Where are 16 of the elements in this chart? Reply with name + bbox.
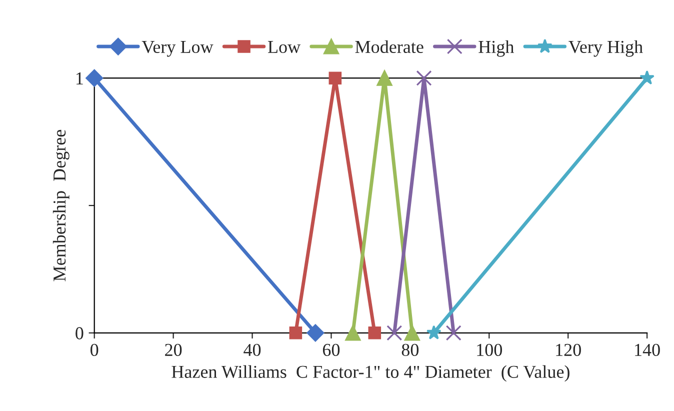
x-tick-label: 0 (90, 344, 98, 356)
x-tick-label: 20 (165, 344, 182, 356)
x-tick-label: 120 (556, 344, 581, 356)
x-tick-label: 40 (244, 344, 261, 356)
x-tick-label: 100 (477, 344, 502, 356)
legend-label: Low (268, 41, 301, 54)
y-tick-label: 1 (76, 72, 83, 84)
legend-label: Moderate (355, 40, 424, 54)
x-tick-label: 80 (402, 344, 419, 356)
y-axis-title: Membership Degree (52, 130, 70, 282)
x-tick-label: 140 (635, 344, 660, 356)
legend-label: Very High (568, 40, 643, 57)
x-axis-title: Hazen Williams C Factor-1" to 4" Diameter (C Value) (172, 365, 570, 382)
x-tick-label: 60 (322, 344, 340, 356)
legend-label: High (478, 40, 514, 57)
legend-label: Very Low (142, 41, 214, 57)
